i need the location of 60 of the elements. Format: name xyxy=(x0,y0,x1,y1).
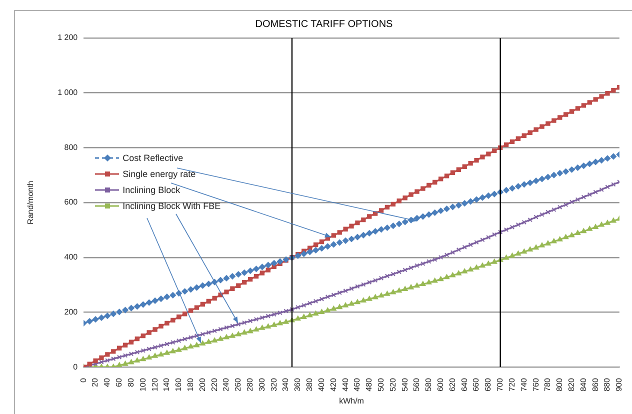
legend-label: Inclining Block With FBE xyxy=(122,200,221,211)
x-tick-label: 800 xyxy=(555,378,564,392)
x-tick-label: 880 xyxy=(602,378,612,392)
y-axis-title: Rand/month xyxy=(26,180,36,224)
x-tick-label: 640 xyxy=(460,378,469,392)
x-tick-label: 180 xyxy=(186,378,195,392)
x-tick-label: 840 xyxy=(578,378,588,392)
x-tick-label: 720 xyxy=(507,378,516,392)
x-tick-label: 240 xyxy=(222,378,231,392)
x-tick-label: 120 xyxy=(150,378,160,392)
legend-label: Inclining Block xyxy=(122,184,180,195)
x-tick-label: 80 xyxy=(126,378,136,387)
x-tick-label: 60 xyxy=(114,378,124,387)
x-tick-label: 600 xyxy=(436,378,446,392)
x-tick-label: 700 xyxy=(496,378,505,392)
x-tick-label: 620 xyxy=(448,378,457,392)
x-tick-label: 680 xyxy=(484,378,493,392)
x-tick-label: 900 xyxy=(614,378,624,392)
y-tick-label: 1 000 xyxy=(58,88,78,98)
chart-title: DOMESTIC TARIFF OPTIONS xyxy=(255,18,394,30)
x-tick-label: 860 xyxy=(590,378,600,392)
legend-label: Single energy rate xyxy=(122,168,196,179)
x-tick-label: 0 xyxy=(78,378,88,383)
y-tick-label: 1 200 xyxy=(58,33,78,42)
x-tick-label: 660 xyxy=(472,378,481,392)
x-tick-label: 140 xyxy=(162,378,172,392)
x-tick-label: 160 xyxy=(174,378,184,392)
x-tick-label: 580 xyxy=(424,378,434,392)
x-tick-label: 740 xyxy=(519,378,528,392)
x-tick-label: 820 xyxy=(566,378,576,392)
y-tick-label: 800 xyxy=(64,142,78,152)
x-tick-label: 380 xyxy=(305,378,314,392)
x-tick-label: 420 xyxy=(328,378,338,392)
x-axis-title: kWh/m xyxy=(339,396,364,406)
x-tick-label: 760 xyxy=(531,378,540,392)
x-tick-label: 500 xyxy=(376,378,386,392)
x-tick-label: 340 xyxy=(281,378,290,392)
x-tick-label: 20 xyxy=(90,378,100,387)
x-tick-label: 220 xyxy=(210,378,219,392)
x-tick-label: 460 xyxy=(352,378,362,392)
y-tick-label: 200 xyxy=(64,307,78,316)
x-tick-label: 260 xyxy=(234,378,243,392)
x-tick-label: 40 xyxy=(102,378,112,387)
x-tick-label: 100 xyxy=(138,378,148,392)
x-tick-label: 480 xyxy=(364,378,374,392)
y-tick-label: 0 xyxy=(73,362,78,372)
x-tick-label: 200 xyxy=(198,378,207,392)
x-tick-label: 520 xyxy=(388,378,398,392)
x-tick-label: 440 xyxy=(340,378,350,392)
y-tick-label: 600 xyxy=(64,198,78,207)
x-tick-label: 300 xyxy=(257,378,266,392)
x-tick-label: 540 xyxy=(400,378,410,392)
x-tick-label: 360 xyxy=(293,378,302,392)
y-tick-label: 400 xyxy=(64,252,78,262)
x-tick-label: 320 xyxy=(269,378,278,392)
x-tick-label: 560 xyxy=(412,378,422,392)
x-tick-label: 400 xyxy=(316,378,326,392)
x-tick-label: 280 xyxy=(246,378,255,392)
legend-label: Cost Reflective xyxy=(122,152,184,163)
x-tick-label: 780 xyxy=(543,378,552,392)
